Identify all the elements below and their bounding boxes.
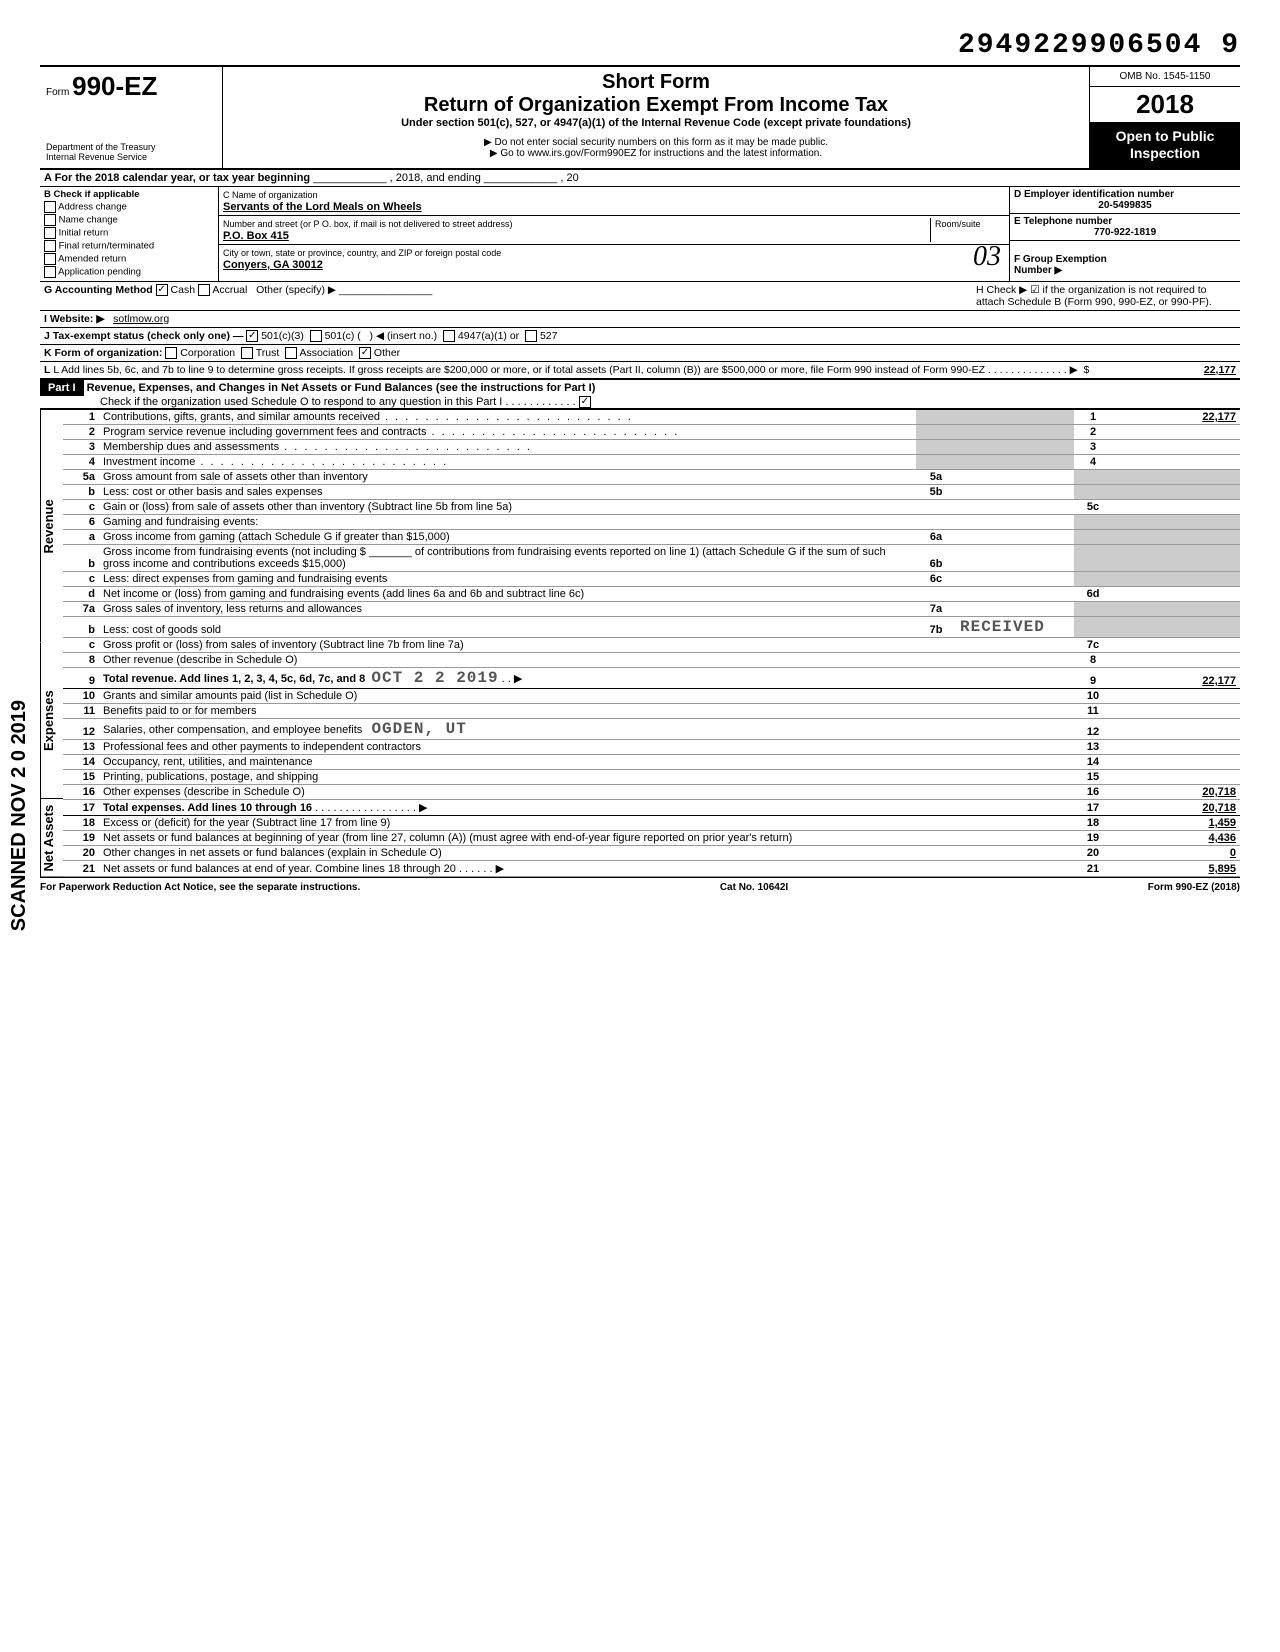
side-expenses: Expenses: [40, 643, 63, 799]
website: sotlmow.org: [113, 313, 169, 325]
page-footer: For Paperwork Reduction Act Notice, see …: [40, 878, 1240, 893]
street-address: P.O. Box 415: [223, 230, 289, 242]
open-to-public: Open to PublicInspection: [1090, 122, 1240, 168]
side-net-assets: Net Assets: [40, 799, 63, 878]
part-1-header: Part I Revenue, Expenses, and Changes in…: [40, 379, 1240, 409]
city-label: City or town, state or province, country…: [223, 248, 501, 258]
h-schedule-b: H Check ▶ ☑ if the organization is not r…: [976, 284, 1236, 308]
c-label: C Name of organization: [223, 190, 318, 200]
org-info-block: B Check if applicable Address change Nam…: [40, 187, 1240, 282]
ein: 20-5499835: [1014, 200, 1236, 211]
line-j: J Tax-exempt status (check only one) — ✓…: [40, 328, 1240, 345]
side-revenue: Revenue: [40, 410, 63, 643]
form-number: 990-EZ: [72, 71, 157, 101]
line-k: K Form of organization: Corporation Trus…: [40, 345, 1240, 362]
footer-form: Form 990-EZ (2018): [1148, 882, 1240, 893]
scanned-stamp: SCANNED NOV 2 0 2019: [8, 700, 31, 931]
addr-label: Number and street (or P O. box, if mail …: [223, 219, 512, 229]
form-prefix: Form: [46, 87, 69, 98]
dln-number: 2949229906504 9: [40, 30, 1240, 61]
part-1-grid: Revenue Expenses Net Assets 1Contributio…: [40, 409, 1240, 878]
stamp-location: OGDEN, UT: [371, 720, 466, 738]
warning-url: ▶ Go to www.irs.gov/Form990EZ for instru…: [229, 148, 1083, 159]
line-l: L L Add lines 5b, 6c, and 7b to line 9 t…: [40, 362, 1240, 379]
warning-ssn: ▶ Do not enter social security numbers o…: [229, 137, 1083, 148]
subtitle: Under section 501(c), 527, or 4947(a)(1)…: [229, 117, 1083, 129]
gross-receipts: 22,177: [1136, 364, 1236, 376]
tax-year: 20201818: [1090, 87, 1240, 122]
section-b-checkboxes: B Check if applicable Address change Nam…: [40, 187, 219, 281]
d-label: D Employer identification number: [1014, 189, 1174, 200]
lines-table: 1Contributions, gifts, grants, and simil…: [63, 410, 1240, 877]
line-g-h: G Accounting Method ✓ Cash Accrual Other…: [40, 282, 1240, 311]
footer-left: For Paperwork Reduction Act Notice, see …: [40, 882, 360, 893]
dept-treasury: Department of the Treasury Internal Reve…: [46, 142, 216, 162]
line-i: I Website: ▶ sotlmow.org: [40, 311, 1240, 328]
handwritten-03: 03: [973, 241, 1001, 273]
main-title: Return of Organization Exempt From Incom…: [229, 94, 1083, 117]
form-header: Form 990-EZ Department of the Treasury I…: [40, 65, 1240, 170]
room-label: Room/suite: [935, 219, 981, 229]
received-stamp: RECEIVED: [960, 618, 1045, 636]
e-label: E Telephone number: [1014, 216, 1112, 227]
f-label: F Group Exemption Number ▶: [1014, 254, 1107, 276]
phone: 770-922-1819: [1014, 227, 1236, 238]
stamp-date: OCT 2 2 2019: [371, 669, 498, 687]
omb-number: OMB No. 1545-1150: [1090, 67, 1240, 87]
org-name: Servants of the Lord Meals on Wheels: [223, 201, 422, 213]
city-state-zip: Conyers, GA 30012: [223, 259, 323, 271]
line-a: A For the 2018 calendar year, or tax yea…: [40, 170, 1240, 187]
short-form-label: Short Form: [229, 71, 1083, 94]
footer-cat-no: Cat No. 10642I: [720, 882, 788, 893]
